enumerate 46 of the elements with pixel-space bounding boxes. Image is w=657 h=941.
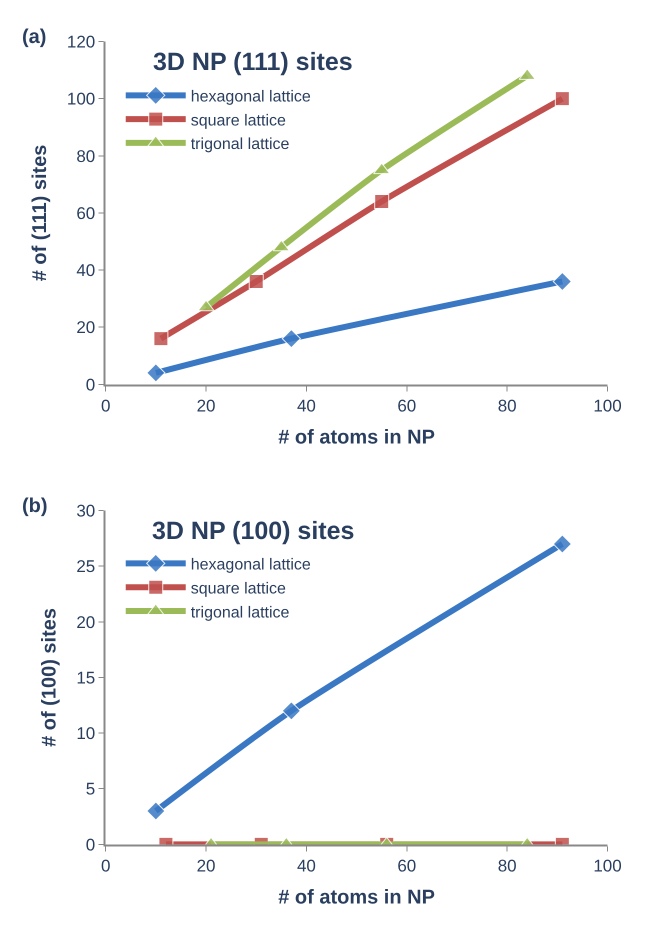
x-tick-label: 20 xyxy=(196,396,216,416)
legend-label: hexagonal lattice xyxy=(190,556,311,574)
point xyxy=(248,274,264,289)
point xyxy=(374,194,390,209)
x-tick-label: 40 xyxy=(296,856,316,876)
x-tick-label: 100 xyxy=(593,396,622,416)
x-tick-label: 40 xyxy=(296,396,316,416)
point xyxy=(552,272,572,292)
y-tick-label: 30 xyxy=(76,502,96,521)
y-tick-label: 100 xyxy=(66,90,96,109)
chart-title: 3D NP (100) sites xyxy=(152,517,354,545)
chart-title: 3D NP (111) sites xyxy=(153,48,353,76)
y-tick-label: 120 xyxy=(66,32,96,52)
x-tick-label: 100 xyxy=(593,856,622,876)
point xyxy=(146,363,166,382)
x-axis-title: # of atoms in NP xyxy=(278,886,435,909)
x-tick-label: 80 xyxy=(498,396,517,416)
y-axis-title: # of (111) sites xyxy=(28,144,51,282)
y-tick-label: 80 xyxy=(76,146,96,166)
y-tick-label: 0 xyxy=(86,835,96,854)
x-tick-label: 80 xyxy=(498,856,517,876)
y-tick-label: 0 xyxy=(86,375,96,394)
y-tick-label: 25 xyxy=(76,557,96,576)
text: (a) xyxy=(22,26,46,48)
y-tick-label: 20 xyxy=(76,612,96,632)
legend-label: trigonal lattice xyxy=(190,136,290,154)
y-tick-label: 5 xyxy=(86,780,96,799)
x-tick-label: 60 xyxy=(397,396,416,416)
legend-label: trigonal lattice xyxy=(190,604,290,622)
text: (b) xyxy=(22,495,48,517)
legend-label: square lattice xyxy=(190,112,286,130)
x-axis-title: # of atoms in NP xyxy=(278,426,435,449)
legend-label: hexagonal lattice xyxy=(190,88,311,106)
y-tick-label: 15 xyxy=(76,668,96,688)
y-tick-label: 40 xyxy=(76,261,96,280)
point xyxy=(282,329,301,348)
x-tick-label: 0 xyxy=(100,856,110,876)
y-tick-label: 10 xyxy=(76,724,96,744)
legend-label: square lattice xyxy=(190,580,286,598)
y-axis-title: # of (100) sites xyxy=(38,608,60,747)
y-tick-label: 20 xyxy=(76,318,96,338)
point xyxy=(153,331,168,346)
y-tick-label: 60 xyxy=(76,204,96,223)
x-tick-label: 0 xyxy=(100,396,110,416)
x-tick-label: 60 xyxy=(397,856,416,876)
x-tick-label: 20 xyxy=(196,856,216,876)
